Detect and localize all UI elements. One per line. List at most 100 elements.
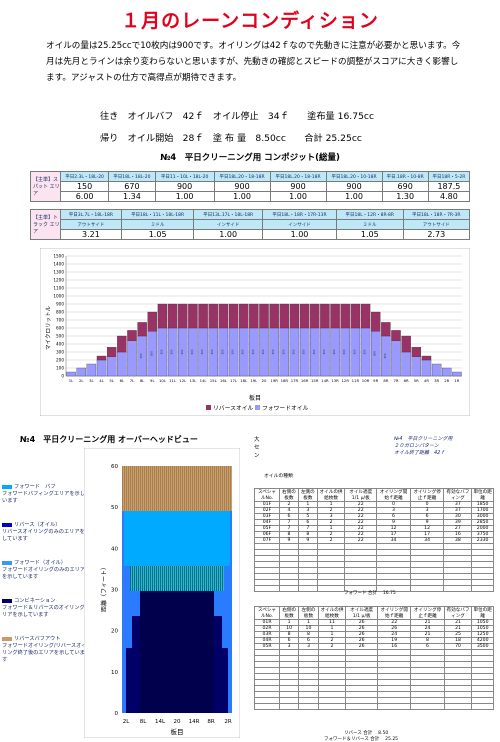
bar-reverse: [320, 303, 330, 329]
spot-ratio: 4.80: [427, 191, 471, 202]
overhead-x-tick: 2R: [224, 719, 231, 725]
bar-forward: [452, 371, 462, 377]
spot-header: 平日11・10L・18L-20: [154, 171, 215, 182]
x-tick-label: 13R: [331, 378, 339, 383]
track-value: 1.00: [261, 229, 338, 240]
x-tick-label: 19R: [270, 378, 278, 383]
legend-item-combination: コンビネーション フォワード＆リバースのオイリングエリアを示しています: [2, 598, 90, 619]
column-header: オイリング停止ｆ距離: [410, 606, 445, 620]
table-cell: [297, 585, 318, 592]
bar-reverse: [421, 355, 432, 361]
y-tick-label: 600: [56, 326, 64, 331]
x-tick-label: 13L: [189, 378, 197, 383]
bar-data-label: 300: [210, 349, 214, 354]
spot-ratio: 1.00: [213, 191, 271, 202]
bar-reverse: [370, 311, 381, 332]
x-tick-label: 9R: [373, 378, 378, 383]
bar-data-label: 300: [383, 353, 387, 358]
sheet-header-right: №4 平日クリーニング用 ２０ガロンパターン オイル終了距離 42 f: [394, 436, 452, 457]
column-header: オイリング開始ｆ距離: [376, 488, 411, 502]
track-sub: ミドル: [336, 219, 404, 230]
spot-value: 187.5: [427, 181, 471, 192]
oil-forward-row: 往き オイルバフ 42ｆ オイル停止 34ｆ 塗布量 16.75cc: [100, 111, 375, 122]
bar-forward: [442, 367, 452, 377]
bar-data-label: 300: [302, 349, 306, 354]
head-char: 大: [254, 437, 260, 443]
table-cell: [278, 703, 300, 710]
overhead-x-tick: 14R: [189, 719, 200, 725]
column-header: 右側の板数: [278, 488, 299, 502]
y-tick-label: 900: [56, 302, 64, 307]
spot-value: 900: [154, 181, 215, 192]
bar-reverse: [269, 303, 279, 329]
bar-data-label: 300: [322, 349, 326, 354]
bar-reverse: [228, 303, 239, 329]
table-cell: [443, 703, 473, 710]
track-header: 平日18L・12R・8R-8R: [336, 209, 404, 220]
x-tick-label: 17L: [230, 378, 238, 383]
y-tick-label: 200: [56, 358, 64, 363]
legend-item-reverse-oil: リバース（オイル） リバースオイリングのみのエリアを示しています: [2, 522, 90, 543]
table-cell: [254, 703, 280, 710]
sheet-pattern-name: №4 平日クリーニング用: [394, 436, 453, 442]
legend-desc: フォワード＆リバースのオイリングエリアを示しています: [2, 605, 90, 618]
rev-total-row: リバース 合計 8.50: [344, 730, 388, 736]
bar-reverse: [249, 303, 259, 329]
track-header: 平日18L・18R・17R-13R: [261, 209, 338, 220]
chart-x-axis-label: 板目: [249, 394, 261, 402]
chart-y-axis-label: マイクロリットル: [45, 306, 52, 350]
x-tick-label: 9L: [150, 378, 155, 383]
bar-data-label: 300: [159, 349, 163, 354]
grand-total-row: フォワード＆リバース 合計 25.25: [324, 736, 398, 742]
bar-data-label: 300: [312, 349, 316, 354]
bar-data-label: 300: [241, 349, 245, 354]
x-tick-label: 3R: [434, 378, 439, 383]
column-header: スペシャルNo.: [254, 488, 280, 502]
spot-area-table: 【主単】スパット エリア 平日2.3L・18L-20 平日18L・18L-20 …: [30, 171, 471, 202]
head-char: ン: [254, 453, 260, 459]
legend-label-reverse: リバースオイル: [213, 405, 253, 412]
x-tick-label: 7R: [393, 378, 398, 383]
bar-reverse: [208, 303, 218, 329]
overhead-x-tick: 8R: [207, 719, 214, 725]
legend-label: コンビネーション: [14, 598, 56, 604]
overhead-x-tick: 2L: [123, 719, 130, 725]
track-value: 2.73: [402, 229, 470, 240]
bar-data-label: 300: [251, 349, 255, 354]
bar-reverse: [360, 303, 371, 329]
table-header-row: スペシャルNo. 右側の板数 左側の板数 オイルの供給枚数 オイル適度 1/1 μ/板オ…: [254, 488, 494, 502]
table-row: [254, 697, 494, 704]
x-tick-label: 1R: [454, 378, 459, 383]
bar-reverse: [188, 303, 198, 329]
table-header-row: スペシャルNo. 右側の板数 左側の板数 オイルの供給枚数 オイル適度 1/1 μ/板オ…: [254, 606, 494, 620]
x-tick-label: 2L: [79, 378, 84, 383]
x-tick-label: 16R: [301, 378, 309, 383]
spot-header: 平日18L.20・18-18R: [269, 171, 327, 182]
legend-desc: フォワードオイリング/リバースオイリング終了後のエリアを示しています: [2, 643, 87, 663]
x-tick-label: 16L: [220, 378, 228, 383]
bar-reverse: [178, 303, 188, 329]
column-header: 左側の板数: [297, 488, 318, 502]
bar-reverse: [198, 303, 208, 329]
rev-total-value: 8.50: [378, 731, 389, 736]
x-tick-label: 2R: [444, 378, 449, 383]
swatch-icon: [2, 636, 12, 641]
y-tick-label: 300: [56, 350, 64, 355]
chart-legend: リバースオイル フォワードオイル: [206, 405, 309, 412]
bar-reverse: [157, 303, 168, 329]
x-tick-label: 14L: [200, 378, 208, 383]
track-sub: インサイド: [261, 219, 338, 230]
table-cell: [345, 703, 379, 710]
bar-reverse: [381, 322, 391, 337]
track-sub: アウトサイド: [60, 219, 122, 230]
legend-item-forward-oil: フォワード（オイル） フォワードオイリングのみのエリアを示しています: [2, 560, 90, 581]
bar-data-label: 300: [373, 351, 377, 356]
legend-label: フォワード バフ: [14, 484, 56, 490]
intro-text: オイルの量は25.25ccで10枚内は900です。オイリングは42ｆなので先動き…: [46, 41, 461, 83]
x-tick-label: 5R: [414, 378, 419, 383]
column-header: オイリング停止ｆ距離: [409, 488, 445, 502]
overhead-y-tick: 0: [115, 711, 119, 717]
inner-combination: [140, 591, 214, 713]
bar-forward: [106, 356, 117, 377]
bar-reverse: [350, 303, 361, 329]
